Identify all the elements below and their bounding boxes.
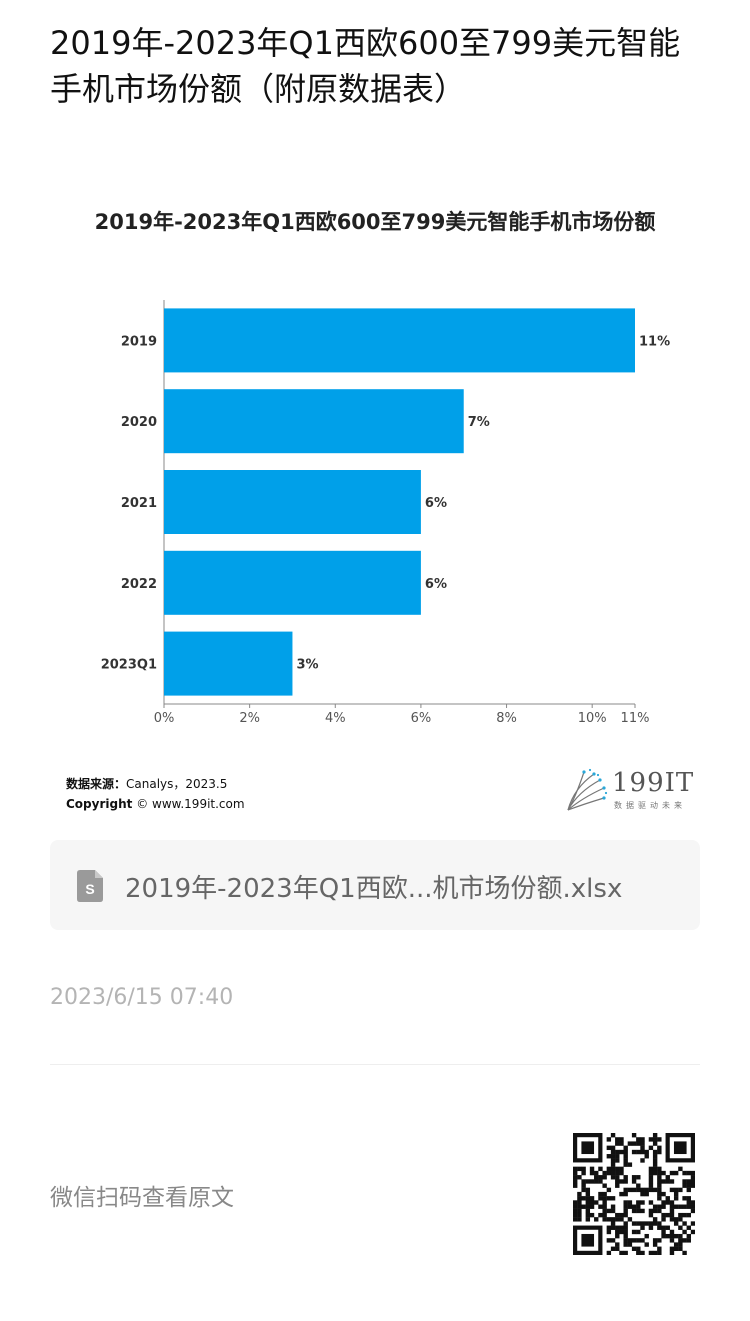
category-label-2022: 2022	[121, 577, 157, 592]
page-title: 2019年-2023年Q1西欧600至799美元智能手机市场份额（附原数据表）	[50, 24, 681, 108]
bar-2022	[164, 550, 421, 615]
data-source: 数据来源：Canalys，2023.5 Copyright © www.199i…	[66, 774, 245, 814]
category-label-2019: 2019	[121, 334, 157, 349]
publish-timestamp: 2023/6/15 07:40	[50, 985, 234, 1010]
bar-2020	[164, 389, 464, 454]
category-label-2023Q1: 2023Q1	[101, 658, 157, 673]
logo-text: 199IT	[612, 768, 695, 798]
value-label-2023Q1: 3%	[296, 658, 318, 673]
x-tick-label: 4%	[325, 711, 346, 726]
attachment-file-name[interactable]: 2019年-2023年Q1西欧...机市场份额.xlsx	[125, 874, 623, 904]
bar-2023Q1	[164, 631, 293, 696]
x-tick-label: 11%	[621, 711, 650, 726]
divider	[50, 1064, 700, 1065]
logo-subtitle: 数据驱动未来	[614, 801, 686, 810]
wechat-scan-hint: 微信扫码查看原文	[50, 1185, 234, 1211]
copyright-value: © www.199it.com	[136, 797, 245, 811]
x-tick-label: 8%	[496, 711, 517, 726]
bar-2021	[164, 470, 421, 534]
value-label-2019: 11%	[639, 334, 670, 349]
brand-logo: 199IT 数据驱动未来	[560, 766, 700, 816]
category-label-2020: 2020	[121, 415, 157, 430]
qr-code-icon[interactable]	[573, 1133, 695, 1255]
x-tick-label: 6%	[411, 711, 432, 726]
x-tick-label: 10%	[578, 711, 607, 726]
attachment-card[interactable]: S 2019年-2023年Q1西欧...机市场份额.xlsx	[50, 840, 700, 930]
category-label-2021: 2021	[121, 496, 157, 511]
x-tick-label: 2%	[239, 711, 260, 726]
x-tick-label: 0%	[154, 711, 175, 726]
source-label: 数据来源：	[66, 777, 127, 791]
value-label-2020: 7%	[468, 415, 490, 430]
spreadsheet-file-icon: S	[77, 870, 103, 902]
logo-burst-icon	[567, 768, 608, 811]
bar-2019	[164, 308, 635, 373]
value-label-2021: 6%	[425, 496, 447, 511]
chart-title: 2019年-2023年Q1西欧600至799美元智能手机市场份额	[94, 210, 656, 234]
source-value: Canalys，2023.5	[126, 777, 228, 791]
svg-text:S: S	[85, 881, 94, 897]
value-label-2022: 6%	[425, 577, 447, 592]
copyright-label: Copyright	[66, 797, 133, 811]
bar-chart: 2019 11% 2020 7% 2021 6% 2022 6% 2023Q1 3% 0% 2% 4% 6…	[101, 300, 670, 726]
